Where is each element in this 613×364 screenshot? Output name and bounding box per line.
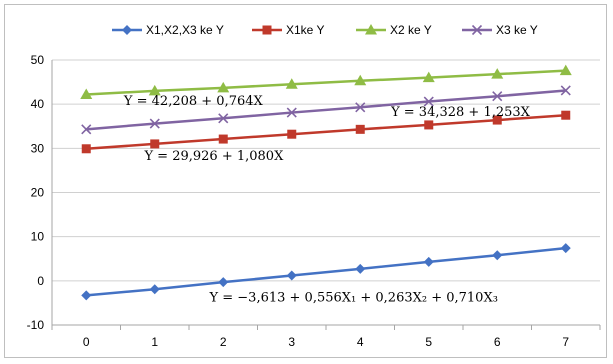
data-point (424, 120, 434, 130)
marker-stroke (218, 113, 229, 124)
x-tick-label: 2 (220, 335, 227, 349)
x-tick-label: 5 (425, 335, 432, 349)
x-tick-label: 4 (357, 335, 364, 349)
marker-stroke (286, 107, 297, 118)
legend-item: X2 ke Y (356, 23, 432, 37)
y-tick-label: 30 (31, 141, 45, 155)
y-tick-label: 40 (31, 97, 45, 111)
data-point (423, 256, 434, 267)
chart-frame (4, 4, 607, 358)
data-point (218, 277, 229, 288)
data-point (285, 78, 298, 89)
equation-label: Y = 34,328 + 1,253X (390, 105, 531, 120)
equation-label: Y = 42,208 + 0,764X (123, 94, 264, 109)
data-point (560, 243, 571, 254)
marker-stroke (560, 85, 571, 96)
marker-stroke (492, 91, 503, 102)
y-tick-label: 50 (31, 53, 45, 67)
marker-stroke (81, 124, 92, 135)
series-line (86, 113, 566, 151)
data-point (355, 263, 366, 274)
legend-marker (122, 25, 132, 35)
series-4 (81, 85, 571, 135)
series-2 (81, 110, 571, 154)
legend: X1,X2,X3 ke Y X1ke Y X2 ke Y X3 ke Y (112, 23, 538, 37)
marker-stroke (355, 102, 366, 113)
data-point (218, 113, 229, 124)
series-3 (80, 64, 572, 99)
data-point (354, 74, 367, 86)
data-point (492, 250, 503, 261)
marker-stroke (471, 24, 483, 36)
legend-marker (471, 24, 483, 36)
legend-item: X1,X2,X3 ke Y (112, 23, 224, 37)
data-point (492, 91, 503, 102)
y-tick-label: 10 (31, 230, 45, 244)
equation-label: Y = 29,926 + 1,080X (143, 149, 284, 164)
data-point (422, 71, 435, 83)
data-point (492, 115, 502, 125)
equation-label: Y = −3,613 + 0,556X₁ + 0,263X₂ + 0,710X₃ (209, 291, 498, 306)
x-tick-label: 6 (494, 335, 501, 349)
annotations: Y = 42,208 + 0,764X Y = 34,328 + 1,253X Y … (123, 94, 531, 306)
series-1 (81, 243, 571, 301)
x-tick-label: 7 (562, 335, 569, 349)
data-point (81, 144, 91, 154)
data-point (355, 102, 366, 113)
legend-label: X1,X2,X3 ke Y (146, 23, 224, 37)
data-point (287, 129, 297, 139)
legend-item: X1ke Y (252, 23, 324, 37)
data-point (217, 81, 230, 93)
y-tick-label: 20 (31, 186, 45, 200)
legend-label: X2 ke Y (390, 23, 432, 37)
y-tick-label: -10 (27, 318, 45, 332)
x-tick-label: 0 (83, 335, 90, 349)
legend-marker (262, 25, 272, 35)
x-tick-label: 3 (288, 335, 295, 349)
axes: -10 0 10 20 30 40 50 0 1 2 3 4 5 6 7 (27, 53, 601, 349)
legend-label: X1ke Y (286, 23, 324, 37)
y-tick-label: 0 (37, 274, 44, 288)
data-point (560, 85, 571, 96)
data-point (355, 124, 365, 134)
legend-item: X3 ke Y (462, 23, 538, 37)
data-point (561, 110, 571, 120)
data-point (286, 270, 297, 281)
data-point (149, 118, 160, 129)
data-point (423, 96, 434, 107)
marker-stroke (423, 96, 434, 107)
marker-stroke (149, 118, 160, 129)
data-point (81, 290, 92, 301)
data-point (286, 107, 297, 118)
series-line (86, 246, 566, 297)
series-layer (80, 64, 572, 301)
data-point (148, 84, 161, 96)
data-point (80, 88, 93, 99)
data-point (149, 284, 160, 295)
data-point (150, 139, 160, 149)
data-point (218, 134, 228, 144)
data-point (491, 68, 504, 79)
data-point (81, 124, 92, 135)
legend-marker (365, 24, 377, 35)
data-point (559, 64, 572, 76)
series-line (86, 69, 566, 96)
x-tick-label: 1 (151, 335, 158, 349)
legend-label: X3 ke Y (496, 23, 538, 37)
series-line (86, 89, 566, 131)
